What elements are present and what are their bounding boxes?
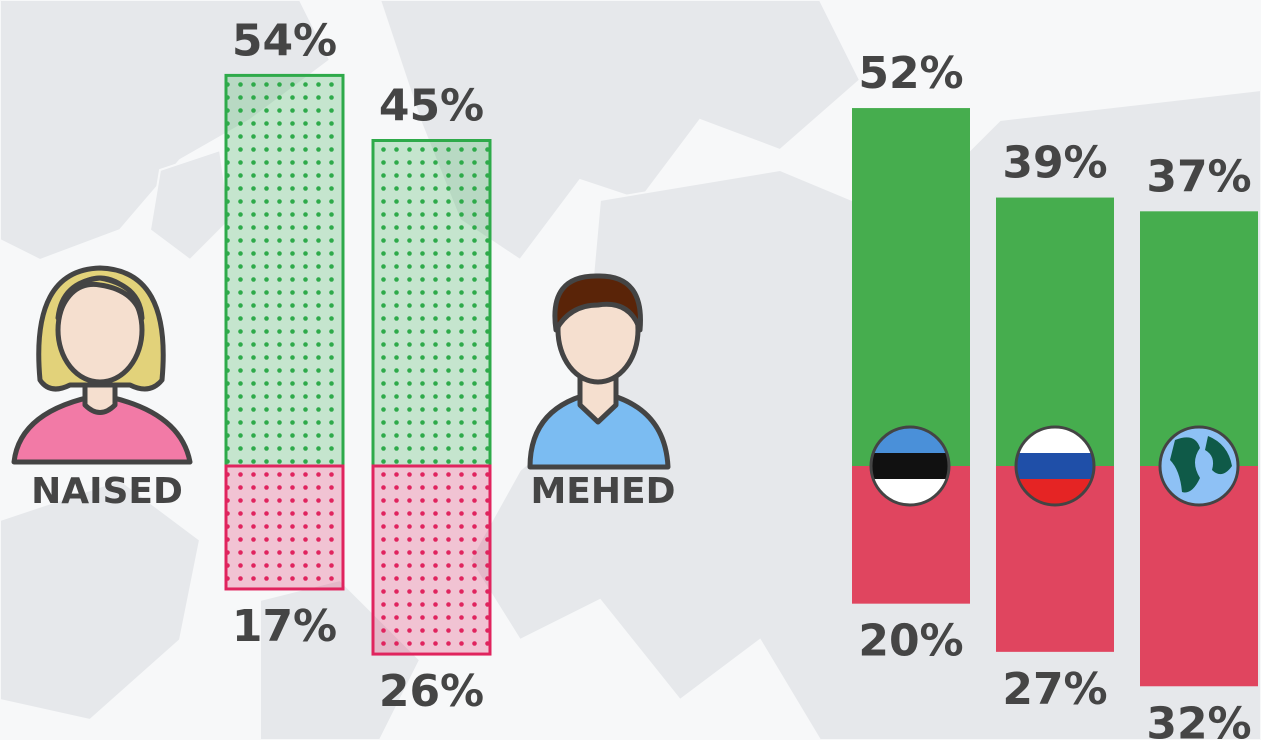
globe-icon (1158, 425, 1240, 507)
bar (224, 73, 345, 468)
man-icon (527, 273, 671, 470)
value-label: 26% (379, 666, 484, 717)
value-label: 37% (1146, 151, 1251, 202)
category-label: MEHED (530, 471, 675, 512)
bar (371, 464, 492, 656)
bar (224, 464, 345, 591)
value-label: 52% (858, 48, 963, 99)
bar (852, 108, 970, 467)
category-label: NAISED (31, 471, 183, 512)
value-label: 45% (379, 81, 484, 132)
bar (1140, 211, 1258, 466)
value-label: 32% (1146, 698, 1251, 740)
value-label: 17% (232, 601, 337, 652)
flag-russia (1014, 425, 1096, 507)
flag-estonia (869, 425, 951, 507)
value-label: 39% (1002, 138, 1107, 189)
bar (371, 139, 492, 468)
woman-icon (11, 265, 193, 465)
bar (996, 197, 1114, 467)
value-label: 20% (858, 616, 963, 667)
value-label: 27% (1002, 664, 1107, 715)
value-label: 54% (232, 15, 337, 66)
